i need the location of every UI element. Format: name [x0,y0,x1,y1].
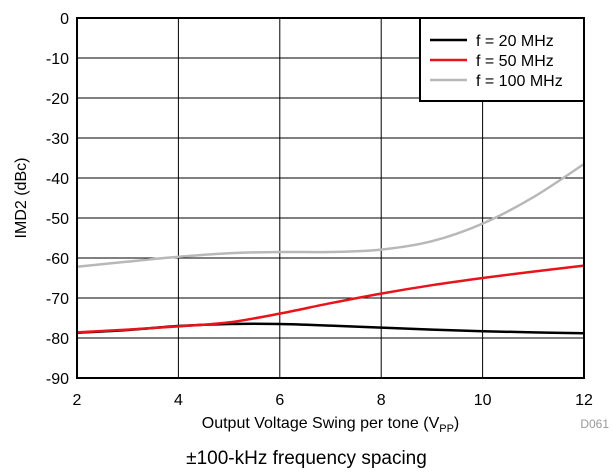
legend-label-1: f = 50 MHz [476,53,554,70]
legend: f = 20 MHz f = 50 MHz f = 100 MHz [419,17,585,102]
x-tick-label: 8 [377,392,386,409]
y-tick-label: -10 [46,51,69,68]
x-tick-label: 2 [73,392,82,409]
plot-frame [76,17,585,379]
imd2-chart: 0 -10 -20 -30 -40 -50 -60 -70 -80 -902 4 6 8 10 12 Outp… [13,11,609,435]
x-tick-label: 4 [174,392,183,409]
caption: ±100-kHz frequency spacing [186,448,427,469]
figure-code: D061 [580,417,609,431]
x-tick-label: 10 [474,392,492,409]
y-tick-label: -70 [46,291,69,308]
legend-label-0: f = 20 MHz [476,33,554,50]
y-tick-label: -90 [46,371,69,388]
y-tick-label: 0 [60,11,69,28]
y-tick-label: -20 [46,91,69,108]
y-tick-label: -60 [46,251,69,268]
series-line-2 [76,162,585,269]
y-tick-label: -30 [46,131,69,148]
series-lines [76,162,585,335]
y-axis-label: IMD2 (dBc) [13,158,30,239]
y-tick-label: -40 [46,171,69,188]
x-tick-label: 12 [575,392,593,409]
y-tick-label: -80 [46,331,69,348]
series-line-1 [76,264,585,334]
axes: 0 -10 -20 -30 -40 -50 -60 -70 -80 -902 4 6 8 10 12 Outp… [13,11,609,435]
legend-label-2: f = 100 MHz [476,73,563,90]
x-tick-label: 6 [275,392,284,409]
x-axis-label: Output Voltage Swing per tone (VPP) [202,415,460,435]
y-tick-label: -50 [46,211,69,228]
